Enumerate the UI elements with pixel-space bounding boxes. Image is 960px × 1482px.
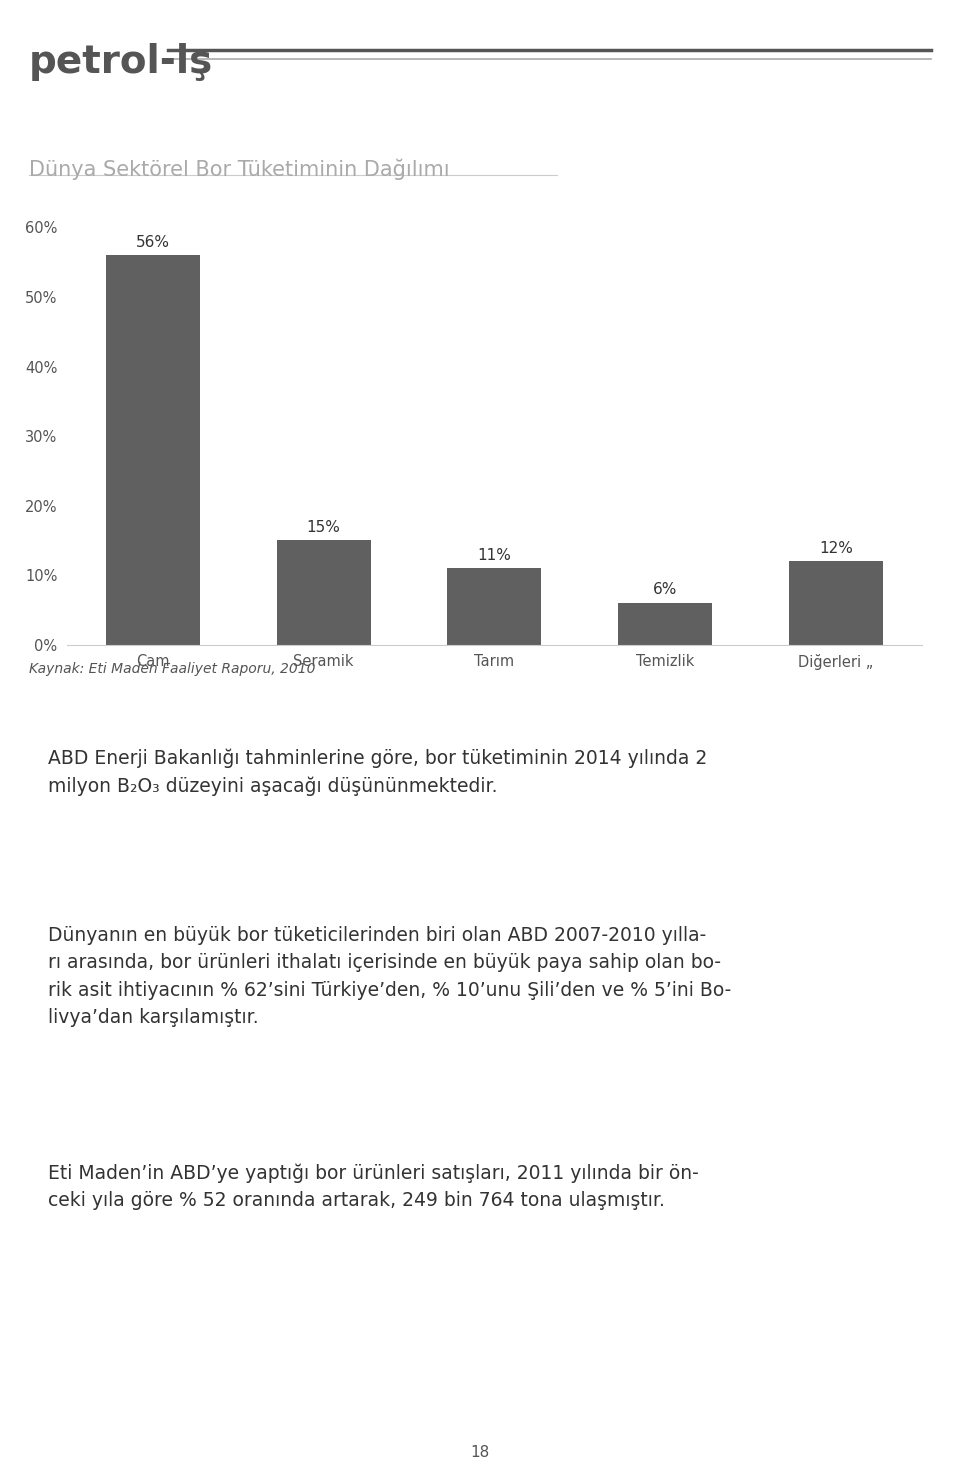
- Text: 15%: 15%: [306, 520, 341, 535]
- Text: 6%: 6%: [653, 582, 678, 597]
- Bar: [618, 603, 712, 645]
- Text: 18: 18: [470, 1445, 490, 1460]
- Text: Dünya Sektörel Bor Tüketiminin Dağılımı: Dünya Sektörel Bor Tüketiminin Dağılımı: [29, 159, 449, 181]
- Bar: [789, 562, 883, 645]
- Bar: [447, 568, 541, 645]
- Bar: [276, 541, 371, 645]
- Text: 12%: 12%: [819, 541, 853, 556]
- Text: Eti Maden’in ABD’ye yaptığı bor ürünleri satışları, 2011 yılında bir ön-
ceki yı: Eti Maden’in ABD’ye yaptığı bor ürünleri…: [48, 1163, 699, 1211]
- Text: 11%: 11%: [477, 548, 512, 563]
- Text: 56%: 56%: [135, 234, 170, 249]
- Text: ABD Enerji Bakanlığı tahminlerine göre, bor tüketiminin 2014 yılında 2
milyon B₂: ABD Enerji Bakanlığı tahminlerine göre, …: [48, 748, 708, 796]
- Text: petrol-iş: petrol-iş: [29, 43, 213, 82]
- Text: Kaynak: Eti Maden Faaliyet Raporu, 2010: Kaynak: Eti Maden Faaliyet Raporu, 2010: [29, 662, 315, 676]
- Text: Dünyanın en büyük bor tüketicilerinden biri olan ABD 2007-2010 yılla-
rı arasınd: Dünyanın en büyük bor tüketicilerinden b…: [48, 926, 732, 1027]
- Bar: [106, 255, 200, 645]
